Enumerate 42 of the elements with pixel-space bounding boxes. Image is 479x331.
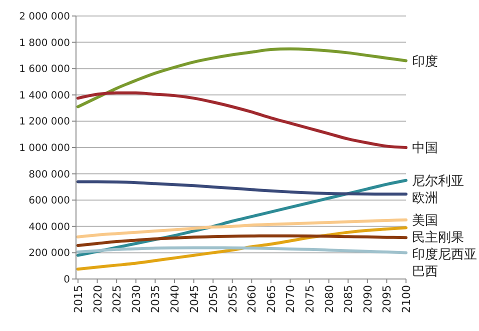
y-tick-label: 1 600 000 <box>19 64 70 76</box>
x-tick-label: 2045 <box>188 285 201 313</box>
x-tick-label: 2025 <box>110 285 124 313</box>
x-tick-label: 2090 <box>361 285 374 313</box>
series-label: 尼尔利亚 <box>412 174 464 189</box>
x-tick-label: 2055 <box>226 285 240 313</box>
x-tick-label: 2040 <box>168 285 182 313</box>
y-tick-label: 2 000 000 <box>19 12 70 22</box>
y-tick-label: 1 000 000 <box>19 143 70 154</box>
y-tick-label: 1 200 000 <box>19 116 70 128</box>
line-series <box>76 180 408 196</box>
x-tick-label: 2020 <box>91 285 104 313</box>
x-tick-label: 2065 <box>264 285 278 313</box>
y-tick-label: 0 <box>64 274 70 286</box>
x-tick-label: 2060 <box>246 285 259 313</box>
line-series <box>76 218 408 238</box>
line-series <box>76 234 408 247</box>
series-label: 欧洲 <box>412 190 438 206</box>
y-tick-label: 600 000 <box>28 196 70 207</box>
x-tick-label: 2015 <box>72 285 85 313</box>
series-label: 巴西 <box>412 264 438 280</box>
x-tick-label: 2030 <box>130 285 143 313</box>
y-tick-label: 200 000 <box>28 248 70 260</box>
line-series <box>76 47 408 108</box>
line-series <box>76 91 408 149</box>
x-tick-label: 2100 <box>400 285 413 313</box>
x-tick-label: 2080 <box>322 285 336 313</box>
x-tick-label: 2070 <box>284 285 298 313</box>
x-tick-label: 2035 <box>149 285 162 313</box>
series-label: 印度 <box>412 53 438 70</box>
x-tick-label: 2075 <box>304 285 317 313</box>
series-label: 印度尼西亚 <box>412 246 477 262</box>
series-label: 民主刚果 <box>412 229 464 246</box>
y-tick-label: 1 400 000 <box>19 90 70 102</box>
y-tick-label: 800 000 <box>28 169 70 180</box>
x-tick-label: 2050 <box>207 285 220 313</box>
x-tick-label: 2085 <box>342 285 356 313</box>
series-label: 美国 <box>412 212 438 228</box>
y-tick-label: 1 800 000 <box>19 38 70 49</box>
x-tick-label: 2095 <box>380 285 394 313</box>
y-tick-label: 400 000 <box>28 222 70 233</box>
series-label: 中国 <box>412 141 438 156</box>
